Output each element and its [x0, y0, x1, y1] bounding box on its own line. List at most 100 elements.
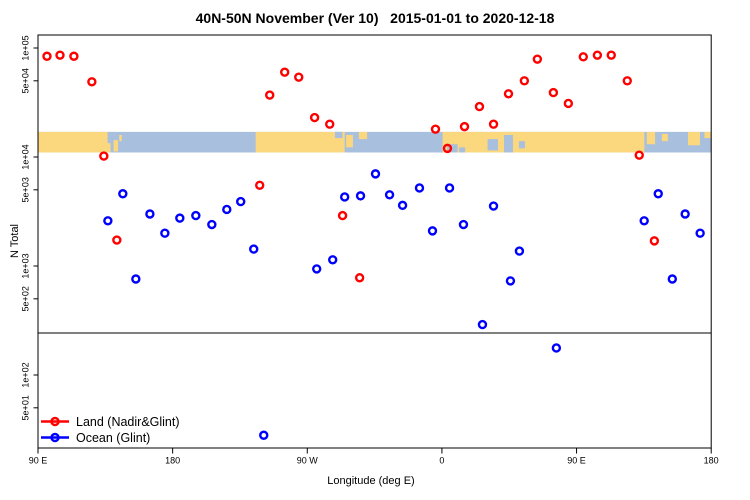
ocean-point	[222, 204, 232, 215]
ocean-point	[249, 244, 259, 254]
map-band-ocean-speck	[447, 144, 458, 153]
land-point	[578, 52, 588, 62]
ocean-point	[103, 216, 113, 226]
ocean-point	[414, 183, 425, 193]
land-point	[325, 119, 335, 129]
land-point	[622, 76, 632, 86]
land-point	[255, 180, 265, 191]
y-tick-label: 1e+03	[21, 253, 31, 278]
ocean-point	[477, 319, 488, 330]
map-band-land-speck	[704, 131, 711, 139]
ocean-point	[653, 189, 663, 199]
map-band-ocean-speck	[504, 134, 513, 153]
ocean-point	[488, 201, 499, 211]
legend-land-marker	[50, 416, 60, 427]
map-band-land	[255, 131, 345, 153]
ocean-point	[160, 228, 170, 238]
y-tick-label: 5e+03	[21, 177, 31, 202]
ocean-point	[145, 209, 155, 219]
ocean-point	[259, 430, 269, 440]
land-point	[442, 143, 453, 154]
ocean-point	[695, 228, 705, 238]
land-point	[279, 67, 290, 77]
y-tick-label: 1e+05	[21, 35, 31, 60]
land-point	[488, 119, 499, 129]
chart-title: 40N-50N November (Ver 10) 2015-01-01 to …	[195, 10, 555, 26]
land-point	[55, 50, 65, 60]
land-point	[430, 124, 441, 134]
ocean-point	[505, 276, 516, 286]
x-tick-label: 90 E	[567, 456, 586, 466]
ocean-point	[384, 190, 395, 200]
map-band-ocean-speck	[459, 147, 466, 153]
map-band-land-speck	[661, 133, 668, 142]
land-point	[634, 150, 644, 160]
ocean-point	[207, 219, 217, 230]
ocean-point	[667, 274, 678, 284]
land-point	[112, 235, 122, 245]
x-tick-label: 90 E	[29, 456, 48, 466]
land-point	[563, 98, 574, 109]
land-point	[265, 90, 275, 100]
ocean-point	[328, 255, 338, 265]
land-point	[99, 151, 109, 161]
legend-label-ocean: Ocean (Glint)	[76, 431, 150, 445]
ocean-point	[427, 226, 438, 236]
ocean-point	[131, 274, 141, 284]
y-tick-label: 1e+04	[21, 144, 31, 169]
map-band-land-speck	[688, 131, 700, 146]
land-point	[503, 89, 514, 99]
ocean-point	[370, 169, 381, 179]
land-point	[532, 54, 543, 64]
legend-ocean-marker	[50, 432, 60, 443]
land-point	[606, 50, 616, 60]
plot-border	[37, 34, 712, 449]
x-tick-label: 180	[704, 456, 719, 466]
land-point	[548, 87, 559, 98]
map-band-land-speck	[646, 131, 656, 145]
legend-label-land: Land (Nadir&Glint)	[76, 415, 180, 429]
land-point	[592, 50, 603, 60]
map-band-land-speck	[113, 140, 119, 152]
x-tick-label: 0	[439, 456, 444, 466]
land-point	[294, 72, 304, 82]
ocean-point	[312, 264, 322, 274]
land-point	[87, 77, 97, 87]
ocean-point	[551, 343, 562, 353]
y-tick-label: 5e+01	[21, 395, 31, 420]
x-tick-label: 180	[165, 456, 180, 466]
x-axis-title: Longitude (deg E)	[327, 475, 415, 487]
map-band-land	[38, 131, 108, 153]
ocean-point	[118, 189, 128, 199]
ocean-point	[191, 210, 201, 221]
ocean-point	[514, 246, 525, 256]
y-tick-label: 1e+02	[21, 362, 31, 387]
ocean-point	[175, 213, 185, 223]
land-point	[42, 51, 52, 61]
land-point	[354, 273, 365, 283]
land-point	[649, 236, 660, 246]
land-point	[459, 121, 470, 132]
map-band-land-speck	[107, 143, 111, 153]
ocean-point	[236, 196, 246, 207]
ocean-point	[639, 216, 649, 226]
land-point	[309, 112, 320, 123]
ocean-point	[458, 219, 469, 230]
y-tick-label: 5e+04	[21, 68, 31, 93]
x-tick-label: 90 W	[297, 456, 319, 466]
map-band-ocean-speck	[487, 139, 499, 151]
y-axis-title: N Total	[9, 223, 21, 259]
map-band-land-speck	[358, 131, 368, 140]
y-tick-label: 5e+02	[21, 286, 31, 311]
map-band-land-speck	[346, 134, 353, 148]
ocean-point	[397, 200, 408, 211]
land-point	[337, 210, 348, 221]
land-point	[519, 76, 530, 86]
ocean-point	[355, 191, 366, 201]
ocean-point	[680, 209, 690, 219]
map-band-land-speck	[119, 134, 122, 142]
map-band-ocean-speck	[334, 131, 343, 139]
land-point	[69, 51, 79, 61]
